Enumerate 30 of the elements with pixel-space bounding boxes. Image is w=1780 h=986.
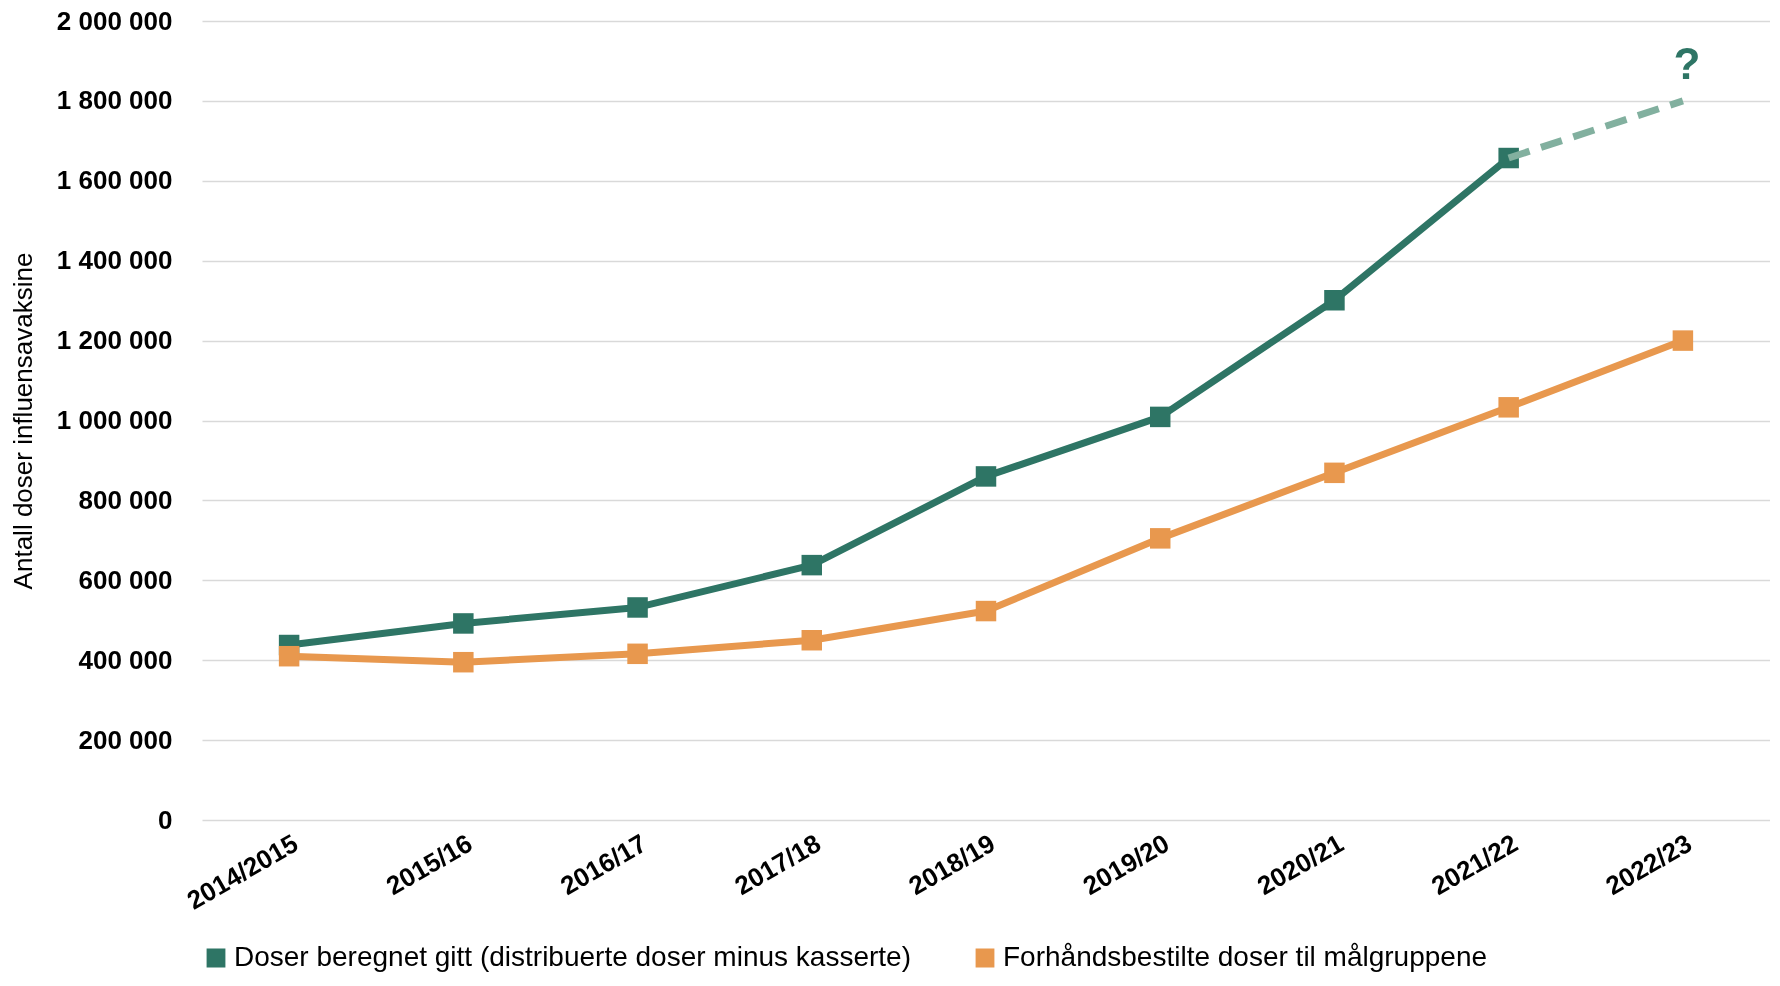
point xyxy=(1498,397,1519,418)
y-tick-label: 1 600 000 xyxy=(56,165,173,196)
point xyxy=(801,554,823,576)
point xyxy=(1324,462,1345,484)
legend-label: Forhåndsbestilte doser til målgruppene xyxy=(1003,941,1488,972)
y-tick-label: 0 xyxy=(158,804,173,835)
point xyxy=(975,466,997,487)
point xyxy=(278,645,300,667)
legend-label: Doser beregnet gitt (distribuerte doser minus kasserte) xyxy=(234,941,911,972)
point xyxy=(453,613,474,634)
point xyxy=(1149,528,1171,549)
point xyxy=(1672,330,1694,351)
y-tick-label: 1 200 000 xyxy=(56,325,173,356)
point xyxy=(453,651,474,673)
point xyxy=(627,643,648,665)
point xyxy=(627,597,648,618)
y-axis-title: Antall doser influensavaksine xyxy=(7,252,38,590)
y-tick-label: 200 000 xyxy=(78,724,173,755)
point xyxy=(801,629,823,651)
point xyxy=(1149,406,1171,428)
annotation: ? xyxy=(1673,39,1701,88)
y-tick-label: 1 400 000 xyxy=(56,245,173,276)
y-tick-label: 400 000 xyxy=(78,644,173,675)
y-tick-label: 600 000 xyxy=(78,564,173,595)
y-tick-label: 1 800 000 xyxy=(56,85,173,116)
y-tick-label: 2 000 000 xyxy=(56,5,173,36)
point xyxy=(1324,290,1345,311)
y-tick-label: 800 000 xyxy=(78,484,173,515)
y-tick-label: 1 000 000 xyxy=(56,405,173,435)
point xyxy=(975,600,997,622)
